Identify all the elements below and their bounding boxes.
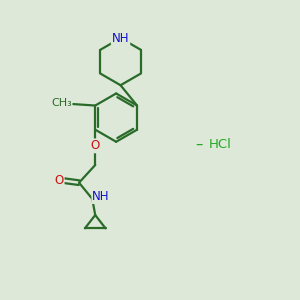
- Text: CH₃: CH₃: [51, 98, 72, 108]
- Text: –: –: [196, 136, 203, 152]
- Text: HCl: HCl: [209, 138, 232, 151]
- Text: NH: NH: [112, 32, 129, 45]
- Text: O: O: [91, 140, 100, 152]
- Text: O: O: [54, 174, 64, 187]
- Text: NH: NH: [92, 190, 110, 203]
